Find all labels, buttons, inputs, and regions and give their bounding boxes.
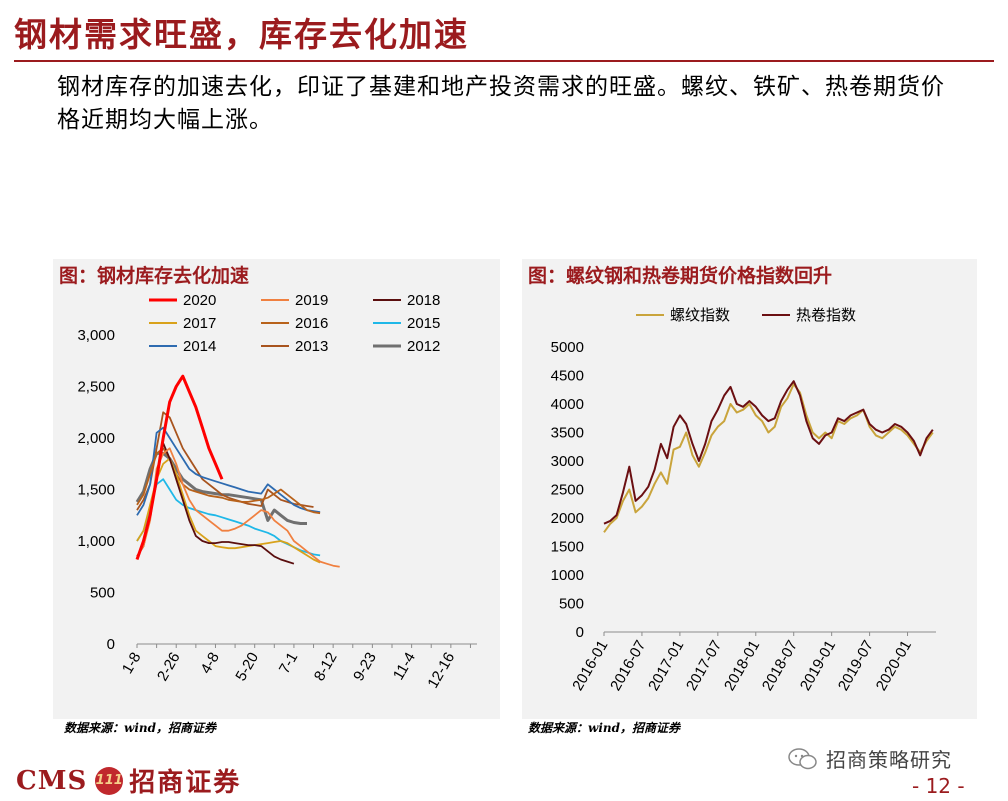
y-tick-label: 1,500 — [77, 482, 115, 499]
wechat-watermark: 招商策略研究 — [788, 744, 952, 773]
x-tick-label: 2016-07 — [607, 638, 649, 694]
wechat-account-name: 招商策略研究 — [826, 748, 952, 772]
y-tick-label: 2,500 — [77, 379, 115, 396]
x-tick-label: 2018-01 — [721, 638, 763, 694]
y-tick-label: 2,000 — [77, 430, 115, 447]
legend-label-2015: 2015 — [407, 315, 440, 332]
y-tick-label: 5000 — [551, 339, 584, 356]
legend-label-2012: 2012 — [407, 338, 440, 355]
series-line-hot-coil — [603, 380, 934, 525]
x-tick-label: 8-12 — [311, 650, 341, 685]
y-tick-label: 1000 — [551, 567, 584, 584]
y-tick-label: 2000 — [551, 510, 584, 527]
legend-label-2018: 2018 — [407, 292, 440, 309]
inventory-chart-panel: 0 500 1,000 1,500 2,000 2,500 3,000 1-8 2-26 4-8 5… — [53, 259, 500, 719]
x-tick-label: 4-8 — [197, 650, 223, 677]
x-tick-label: 2020-01 — [873, 638, 915, 694]
y-tick-label: 500 — [90, 585, 115, 602]
legend-label-2016: 2016 — [295, 315, 328, 332]
series-line-2015 — [136, 478, 321, 557]
legend-label-hot-coil: 热卷指数 — [796, 306, 856, 324]
y-tick-label: 3500 — [551, 425, 584, 442]
x-tick-label: 2016-01 — [569, 638, 611, 694]
y-tick-label: 1500 — [551, 539, 584, 556]
cms-logo: CMS 111 招商证券 — [16, 762, 241, 799]
y-tick-label: 3000 — [551, 453, 584, 470]
futures-chart: 0 500 1000 1500 2000 2500 3000 3500 4000 4500 5000… — [551, 306, 936, 694]
x-tick-label: 2019-01 — [797, 638, 839, 694]
x-tick-label: 2019-07 — [835, 638, 877, 694]
inventory-chart: 0 500 1,000 1,500 2,000 2,500 3,000 1-8 2-26 4-8 5… — [77, 292, 477, 692]
y-tick-label: 0 — [107, 636, 115, 653]
wechat-icon — [788, 747, 817, 769]
x-tick-label: 2-26 — [154, 650, 184, 685]
logo-emblem-icon: 111 — [95, 766, 124, 795]
x-tick-label: 1-8 — [119, 650, 145, 677]
y-tick-label: 3,000 — [77, 327, 115, 344]
x-tick-label: 12-16 — [424, 650, 458, 692]
legend-label-2014: 2014 — [183, 338, 216, 355]
series-line-2020 — [135, 374, 224, 560]
futures-chart-title: 图：螺纹钢和热卷期货价格指数回升 — [528, 265, 833, 287]
x-tick-label: 2018-07 — [759, 638, 801, 694]
y-tick-label: 2500 — [551, 482, 584, 499]
page-number: - 12 - — [912, 774, 965, 798]
x-tick-label: 11-4 — [390, 650, 419, 684]
y-tick-label: 0 — [576, 624, 584, 641]
futures-chart-source: 数据来源：wind，招商证券 — [528, 721, 681, 735]
series-line-2014 — [136, 426, 321, 516]
logo-brand-en: CMS — [16, 765, 88, 796]
series-line-2017 — [136, 457, 321, 564]
slide-title: 钢材需求旺盛，库存去化加速 — [14, 15, 469, 54]
legend-label-2020: 2020 — [183, 292, 216, 309]
x-tick-label: 5-20 — [232, 650, 262, 685]
inventory-chart-source: 数据来源：wind，招商证券 — [64, 721, 217, 735]
title-divider — [14, 60, 994, 62]
series-line-2019 — [136, 447, 340, 568]
y-tick-label: 4500 — [551, 368, 584, 385]
slide-subtitle: 钢材库存的加速去化，印证了基建和地产投资需求的旺盛。螺纹、铁矿、热卷期货价格近期… — [57, 74, 945, 133]
legend-label-2013: 2013 — [295, 338, 328, 355]
x-tick-label: 7-1 — [276, 650, 302, 677]
y-tick-label: 500 — [559, 596, 584, 613]
inventory-chart-title: 图：钢材库存去化加速 — [59, 265, 250, 287]
y-tick-label: 4000 — [551, 396, 584, 413]
legend-label-rebar: 螺纹指数 — [670, 306, 730, 324]
legend-label-2017: 2017 — [183, 315, 216, 332]
y-tick-label: 1,000 — [77, 533, 115, 550]
logo-brand-cn: 招商证券 — [129, 768, 242, 798]
legend-label-2019: 2019 — [295, 292, 328, 309]
x-tick-label: 2017-07 — [683, 638, 725, 694]
series-line-rebar — [603, 383, 934, 533]
x-tick-label: 9-23 — [350, 650, 380, 685]
x-tick-label: 2017-01 — [645, 638, 687, 694]
futures-chart-panel: 0 500 1000 1500 2000 2500 3000 3500 4000 4500 5000… — [522, 259, 977, 719]
